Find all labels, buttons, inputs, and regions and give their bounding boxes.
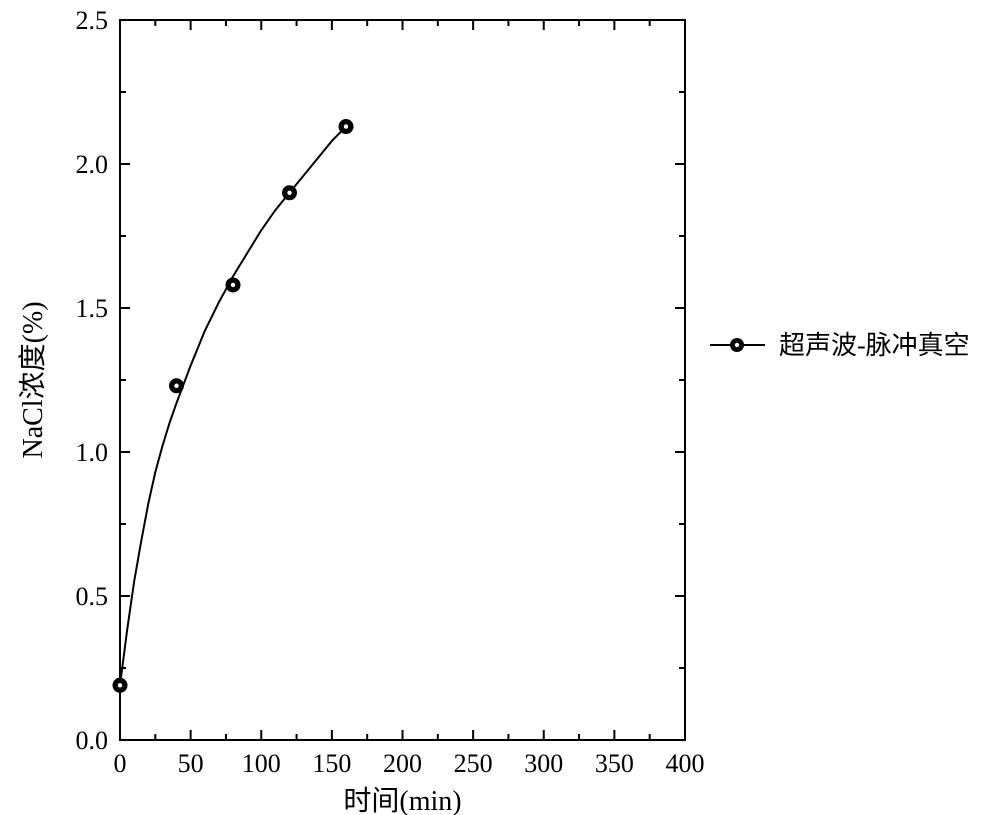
x-tick-label: 300 (524, 749, 563, 778)
series-line (120, 127, 346, 686)
chart-container: 0 50 100 150 200 250 300 350 400 0.0 0.5 1.0 1.5 2.0 2… (0, 0, 1000, 815)
y-tick-label: 2.5 (76, 6, 109, 35)
y-axis-label: NaCl浓度(%) (17, 301, 49, 458)
y-axis: 0.0 0.5 1.0 1.5 2.0 2.5 (76, 6, 686, 755)
data-marker (226, 278, 240, 292)
data-marker (283, 186, 297, 200)
x-tick-label: 250 (454, 749, 493, 778)
y-tick-label: 2.0 (76, 150, 109, 179)
x-tick-label: 350 (595, 749, 634, 778)
x-tick-label: 400 (666, 749, 705, 778)
y-tick-label: 0.0 (76, 726, 109, 755)
legend: 超声波-脉冲真空 (710, 331, 970, 360)
x-tick-label: 200 (383, 749, 422, 778)
x-tick-label: 150 (312, 749, 351, 778)
chart-svg: 0 50 100 150 200 250 300 350 400 0.0 0.5 1.0 1.5 2.0 2… (0, 0, 1000, 815)
x-tick-label: 50 (178, 749, 204, 778)
y-tick-label: 1.5 (76, 294, 109, 323)
x-tick-label: 100 (242, 749, 281, 778)
data-marker (339, 120, 353, 134)
x-axis-label: 时间(min) (343, 785, 461, 815)
x-axis: 0 50 100 150 200 250 300 350 400 (114, 20, 705, 778)
y-tick-label: 1.0 (76, 438, 109, 467)
data-marker (113, 678, 127, 692)
legend-label: 超声波-脉冲真空 (779, 331, 970, 360)
data-marker (170, 379, 184, 393)
x-tick-label: 0 (114, 749, 127, 778)
y-tick-label: 0.5 (76, 582, 109, 611)
plot-frame (120, 20, 685, 740)
